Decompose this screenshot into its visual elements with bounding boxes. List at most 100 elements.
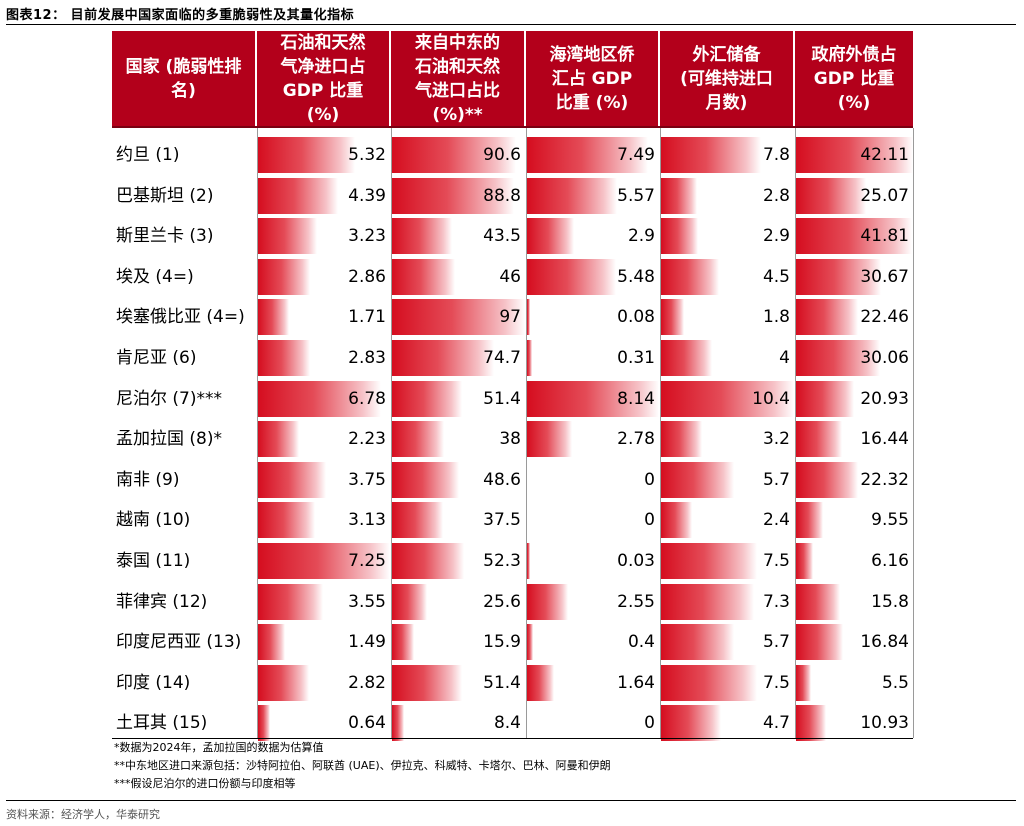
data-bar <box>392 502 444 539</box>
table-row: 约旦 (1) 5.32 90.6 7.49 7.8 42.11 <box>112 135 913 175</box>
cell-value: 7.5 <box>762 672 790 693</box>
country-name: 南非 (9) <box>116 469 180 490</box>
data-bar <box>661 177 697 214</box>
cell-value: 2.4 <box>762 510 790 531</box>
header-label: 海湾地区侨 汇占 GDP 比重 (%) <box>549 44 635 113</box>
cell-oil-gas-import: 4.39 <box>258 177 390 214</box>
note-2: **中东地区进口来源包括：沙特阿拉伯、阿联酋 (UAE)、伊拉克、科威特、卡塔尔… <box>114 759 611 772</box>
data-bar <box>258 421 299 458</box>
cell-middle-east-share: 52.3 <box>392 543 525 579</box>
cell-gulf-remittance: 0 <box>527 462 659 498</box>
country-name: 土耳其 (15) <box>116 713 208 734</box>
cell-middle-east-share: 48.6 <box>392 461 525 498</box>
data-bar <box>527 299 530 336</box>
column-separator <box>913 128 914 738</box>
cell-external-debt: 42.11 <box>796 137 913 173</box>
cell-value: 16.44 <box>860 429 909 450</box>
data-bar <box>796 502 823 539</box>
cell-external-debt: 41.81 <box>796 218 913 255</box>
header-label: 来自中东的 石油和天然 气进口占比 (%)** <box>415 32 500 125</box>
header-label: 外汇储备 (可维持进口 月数) <box>680 44 773 113</box>
data-bar <box>796 664 812 701</box>
source-rule <box>6 800 1016 801</box>
cell-gulf-remittance: 0.08 <box>527 299 659 336</box>
cell-gulf-remittance: 8.14 <box>527 380 659 417</box>
cell-value: 38 <box>499 429 521 450</box>
cell-oil-gas-import: 3.23 <box>258 218 390 255</box>
cell-value: 1.8 <box>762 307 790 328</box>
country-name: 越南 (10) <box>116 510 191 531</box>
cell-value: 97 <box>499 307 521 328</box>
cell-value: 15.9 <box>483 632 521 653</box>
data-bar <box>392 177 514 214</box>
data-bar <box>661 502 692 539</box>
cell-external-debt: 10.93 <box>796 705 913 742</box>
country-name: 孟加拉国 (8)* <box>116 429 222 450</box>
data-bar <box>796 218 913 255</box>
cell-middle-east-share: 97 <box>392 299 525 336</box>
data-bar <box>258 502 315 539</box>
cell-fx-reserves: 10.4 <box>661 380 794 417</box>
cell-value: 7.49 <box>617 145 655 165</box>
table-row: 肯尼亚 (6) 2.83 74.7 0.31 4 30.06 <box>112 338 913 378</box>
country-name: 尼泊尔 (7)*** <box>116 388 222 409</box>
cell-middle-east-share: 90.6 <box>392 137 525 173</box>
cell-middle-east-share: 51.4 <box>392 664 525 701</box>
cell-value: 1.64 <box>617 672 655 693</box>
table-row: 南非 (9) 3.75 48.6 0 5.7 22.32 <box>112 460 913 500</box>
table-row: 印度尼西亚 (13) 1.49 15.9 0.4 5.7 16.84 <box>112 622 913 662</box>
cell-value: 30.67 <box>860 266 909 287</box>
cell-middle-east-share: 38 <box>392 421 525 458</box>
data-bar <box>796 299 859 336</box>
data-bar <box>661 218 699 255</box>
data-bar <box>527 583 569 620</box>
cell-value: 1.71 <box>348 307 386 328</box>
cell-value: 5.57 <box>617 185 655 206</box>
data-bar <box>392 461 459 498</box>
cell-external-debt: 9.55 <box>796 502 913 539</box>
country-name: 埃塞俄比亚 (4=) <box>116 307 245 328</box>
data-bar <box>392 218 452 255</box>
note-3: ***假设尼泊尔的进口份额与印度相等 <box>114 777 296 790</box>
column-separator <box>391 128 392 738</box>
cell-middle-east-share: 37.5 <box>392 502 525 539</box>
data-bar <box>661 340 713 376</box>
cell-value: 22.32 <box>860 469 909 490</box>
cell-value: 0.03 <box>617 551 655 571</box>
cell-value: 8.4 <box>493 713 521 734</box>
header-label: 石油和天然 气净进口占 GDP 比重 (%) <box>280 32 366 125</box>
cell-value: 30.06 <box>860 348 909 368</box>
data-bar <box>661 137 761 173</box>
table-row: 菲律宾 (12) 3.55 25.6 2.55 7.3 15.8 <box>112 582 913 622</box>
data-bar <box>796 380 855 417</box>
column-separator <box>795 128 796 738</box>
cell-value: 2.8 <box>762 185 790 206</box>
country-name: 斯里兰卡 (3) <box>116 226 214 247</box>
cell-fx-reserves: 4.5 <box>661 258 794 295</box>
cell-gulf-remittance: 1.64 <box>527 664 659 701</box>
data-bar <box>796 543 814 579</box>
cell-value: 3.23 <box>348 226 386 247</box>
cell-gulf-remittance: 0 <box>527 705 659 741</box>
data-bar <box>661 583 755 620</box>
cell-value: 3.55 <box>348 591 386 612</box>
cell-oil-gas-import: 3.75 <box>258 461 390 498</box>
data-bar <box>796 624 843 661</box>
data-bar <box>392 421 445 458</box>
table-row: 土耳其 (15) 0.64 8.4 0 4.7 10.93 <box>112 703 913 743</box>
data-bar <box>661 461 734 498</box>
column-separator <box>660 128 661 738</box>
title-rule <box>6 24 1016 25</box>
header-country: 国家 (脆弱性排 名) <box>112 31 255 126</box>
cell-oil-gas-import: 3.13 <box>258 502 390 539</box>
data-bar <box>392 664 463 701</box>
data-bar <box>661 705 722 742</box>
cell-value: 43.5 <box>483 226 521 247</box>
cell-fx-reserves: 7.5 <box>661 664 794 701</box>
data-bar <box>392 705 404 742</box>
cell-value: 3.13 <box>348 510 386 531</box>
cell-value: 0 <box>644 713 655 734</box>
table-row: 尼泊尔 (7)*** 6.78 51.4 8.14 10.4 20.93 <box>112 379 913 419</box>
cell-value: 4 <box>779 348 790 368</box>
cell-value: 8.14 <box>617 388 655 409</box>
